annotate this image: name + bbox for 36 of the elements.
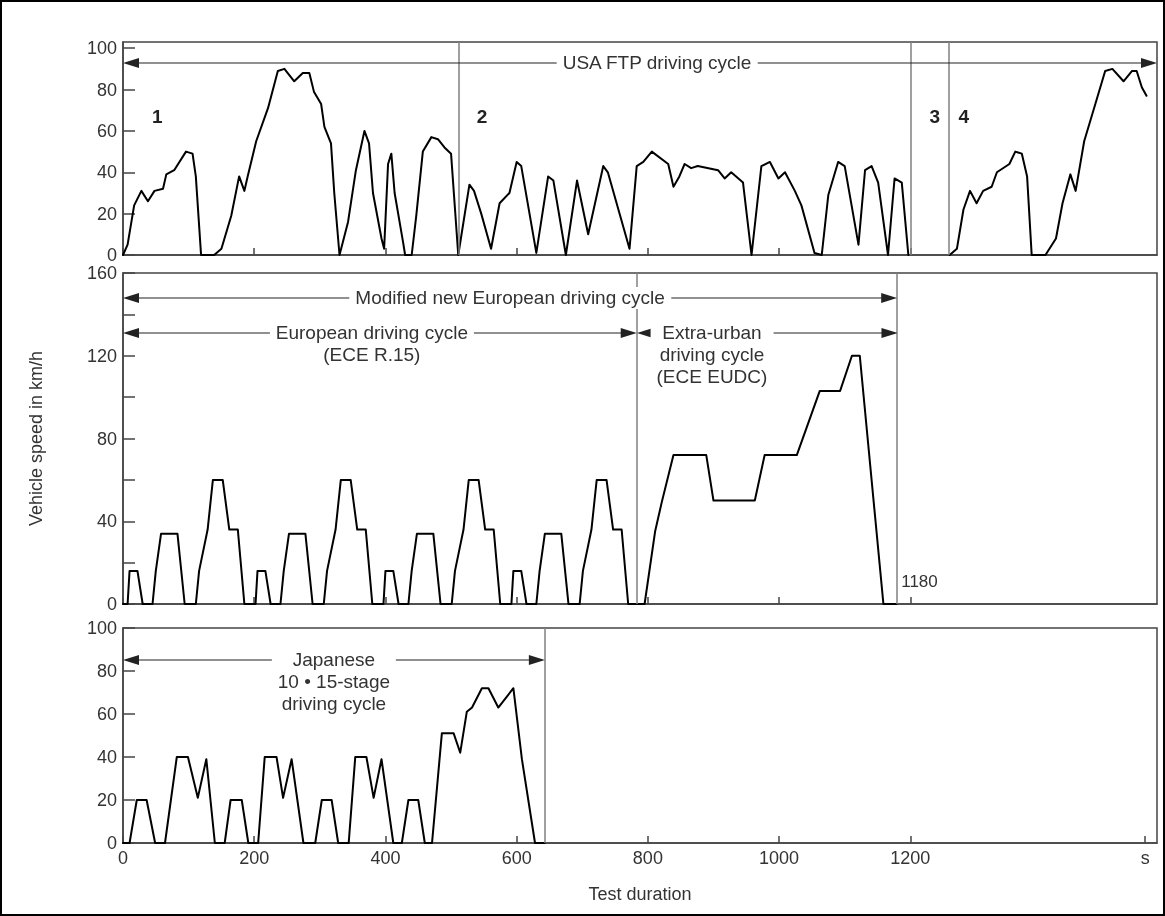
x-tick-label: 400 [370,848,401,868]
y-tick-label: 40 [96,511,117,532]
annotation: 3 [929,105,941,128]
x-axis-title: Test duration [588,884,692,904]
x-tick-label: 200 [239,848,270,868]
y-tick-label: 0 [106,833,117,853]
annotation: 1180 [901,572,938,593]
y-tick-label: 80 [96,428,117,449]
annotation: European driving cycle (ECE R.15) [269,321,474,366]
y-tick-label: 100 [86,38,117,59]
annotation: Extra-urban driving cycle (ECE EUDC) [650,321,774,388]
y-tick-label: 80 [96,79,117,100]
annotation: 1 [151,105,163,128]
y-tick-label: 60 [96,120,117,141]
annotation: USA FTP driving cycle [556,51,758,74]
y-tick-label: 40 [96,747,117,767]
y-tick-label: 0 [106,594,117,614]
annotation: 4 [958,105,970,128]
y-tick-label: 40 [96,162,117,183]
y-axis-title: Vehicle speed in km/h [26,350,46,527]
y-tick-label: 60 [96,704,117,724]
x-tick-label: 1000 [759,848,800,868]
x-tick-label: s [1140,848,1150,868]
y-tick-label: 20 [96,790,117,810]
x-tick-label: 1200 [890,848,931,868]
annotation: 2 [476,105,488,128]
annotation: Modified new European driving cycle [349,286,671,309]
y-tick-label: 160 [86,263,117,283]
y-tick-label: 100 [86,618,117,638]
y-tick-label: 80 [96,661,117,681]
x-tick-label: 800 [632,848,663,868]
y-tick-label: 20 [96,203,117,224]
y-tick-label: 0 [106,245,117,265]
y-tick-label: 120 [86,345,117,366]
annotation: Japanese 10 • 15-stage driving cycle [271,649,397,716]
x-tick-label: 600 [501,848,532,868]
